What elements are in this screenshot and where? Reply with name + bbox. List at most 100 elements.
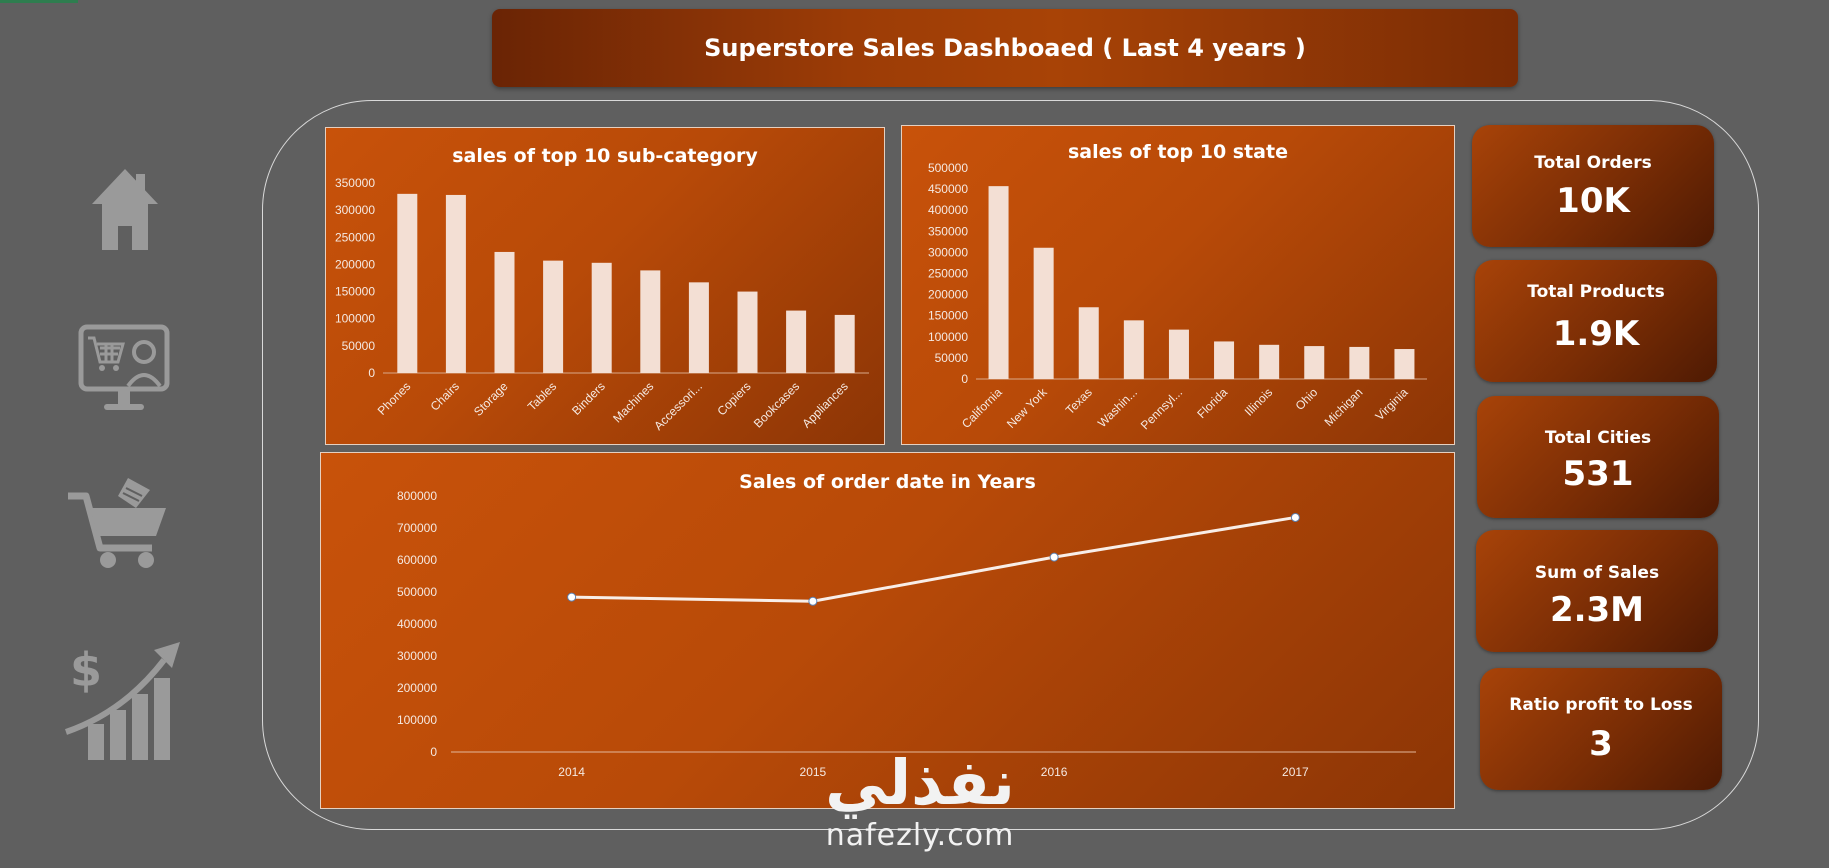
y-tick-label: 800000 [397, 489, 437, 503]
y-tick-label: 100000 [928, 330, 968, 344]
online-shopping-icon[interactable] [78, 324, 172, 416]
x-tick-label: New York [1004, 385, 1050, 431]
kpi-value: 2.3M [1549, 590, 1645, 630]
bar [1123, 320, 1144, 379]
kpi-sum-of-sales: Sum of Sales 2.3M [1476, 530, 1718, 652]
sales-growth-icon[interactable]: $ [64, 640, 182, 762]
bar [397, 193, 418, 373]
y-tick-label: 500000 [397, 585, 437, 599]
y-tick-label: 300000 [397, 649, 437, 663]
x-tick-label: Texas [1063, 385, 1095, 417]
y-tick-label: 350000 [335, 176, 375, 190]
x-tick-label: Virginia [1373, 385, 1411, 423]
bar [688, 282, 709, 373]
kpi-total-cities: Total Cities 531 [1477, 396, 1719, 518]
y-tick-label: 350000 [928, 224, 968, 238]
y-tick-label: 700000 [397, 521, 437, 535]
y-tick-label: 50000 [935, 351, 969, 365]
data-point [567, 592, 577, 602]
watermark: نفذلي nafezly.com [800, 748, 1040, 868]
x-tick-label: Phones [375, 379, 414, 418]
bar [834, 314, 855, 373]
y-tick-label: 0 [368, 366, 375, 380]
state-sales-chart: 0 50000 100000 150000 200000 250000 300000 3500… [928, 161, 1427, 432]
yearly-sales-chart: 0 100000 200000 300000 400000 500000 600000 700… [397, 489, 1416, 779]
x-tick-label: Accessori... [651, 379, 705, 433]
bar [1394, 349, 1415, 379]
chart-title: sales of top 10 state [1068, 141, 1288, 163]
y-tick-label: 0 [961, 372, 968, 386]
kpi-total-orders: Total Orders 10K [1472, 125, 1714, 247]
svg-text:$: $ [70, 643, 102, 697]
x-tick-label: Appliances [799, 379, 850, 430]
kpi-value: 3 [1589, 724, 1613, 764]
x-tick-label: Storage [471, 379, 511, 419]
bar [640, 270, 661, 373]
y-tick-label: 0 [430, 745, 437, 759]
x-tick-label: Illinois [1242, 385, 1275, 418]
y-tick-label: 500000 [928, 161, 968, 175]
dashboard-title: Superstore Sales Dashboaed ( Last 4 year… [704, 34, 1306, 62]
bar [786, 310, 807, 373]
bar [591, 262, 612, 373]
x-tick-label: California [959, 385, 1005, 431]
bar [445, 194, 466, 373]
y-tick-label: 250000 [335, 230, 375, 244]
y-tick-label: 100000 [335, 312, 375, 326]
y-tick-label: 300000 [928, 245, 968, 259]
y-tick-label: 400000 [397, 617, 437, 631]
series-line [571, 515, 1296, 603]
chart-title: Sales of order date in Years [739, 471, 1036, 493]
x-tick-label: 2015 [800, 765, 827, 779]
x-tick-label: 2017 [1282, 765, 1309, 779]
bar [1214, 341, 1235, 379]
kpi-label: Total Products [1527, 282, 1665, 302]
bar [1033, 247, 1054, 379]
kpi-label: Total Orders [1534, 153, 1652, 173]
watermark-latin: nafezly.com [825, 818, 1015, 853]
kpi-value: 531 [1562, 454, 1634, 494]
home-icon[interactable] [90, 166, 160, 252]
chart-title: sales of top 10 sub-category [452, 145, 758, 167]
bar [1259, 344, 1280, 379]
x-tick-label: Michigan [1322, 385, 1366, 429]
dashboard-frame [262, 100, 1759, 830]
x-tick-label: Ohio [1293, 385, 1321, 413]
kpi-label: Sum of Sales [1534, 563, 1660, 583]
kpi-value: 10K [1556, 181, 1630, 221]
y-tick-label: 50000 [342, 339, 376, 353]
x-tick-label: Tables [525, 379, 559, 413]
x-tick-label: Machines [610, 379, 656, 425]
x-tick-label: Pennsyl... [1138, 385, 1185, 432]
kpi-ratio-profit-to-loss: Ratio profit to Loss 3 [1480, 668, 1722, 790]
x-tick-label: Chairs [428, 379, 462, 413]
x-tick-label: Bookcases [751, 379, 802, 430]
y-tick-label: 450000 [928, 182, 968, 196]
bar [988, 186, 1009, 379]
shopping-cart-icon[interactable] [66, 474, 170, 570]
dashboard-title-bar: Superstore Sales Dashboaed ( Last 4 year… [492, 9, 1518, 87]
state-sales-panel: sales of top 10 state 0 50000 100000 150000… [901, 125, 1455, 445]
y-tick-label: 600000 [397, 553, 437, 567]
bar [737, 291, 758, 373]
kpi-label: Ratio profit to Loss [1509, 695, 1693, 715]
y-tick-label: 250000 [928, 267, 968, 281]
kpi-total-products: Total Products 1.9K [1475, 260, 1717, 382]
subcategory-sales-panel: sales of top 10 sub-category 0 50000 10000… [325, 127, 885, 445]
y-tick-label: 200000 [397, 681, 437, 695]
yearly-sales-panel: Sales of order date in Years 0 100000 2000… [320, 452, 1455, 809]
y-tick-label: 100000 [397, 713, 437, 727]
x-tick-label: Washin... [1095, 385, 1140, 430]
y-tick-label: 300000 [335, 203, 375, 217]
bar [1304, 346, 1325, 379]
data-point [808, 596, 818, 606]
kpi-label: Total Cities [1544, 428, 1652, 448]
y-tick-label: 400000 [928, 203, 968, 217]
y-tick-label: 200000 [335, 257, 375, 271]
x-tick-label: 2016 [1041, 765, 1068, 779]
bar [1168, 329, 1189, 379]
bar [543, 260, 564, 373]
watermark-arabic: نفذلي [825, 746, 1015, 819]
data-point [1049, 552, 1059, 562]
corner-mark [0, 0, 78, 3]
